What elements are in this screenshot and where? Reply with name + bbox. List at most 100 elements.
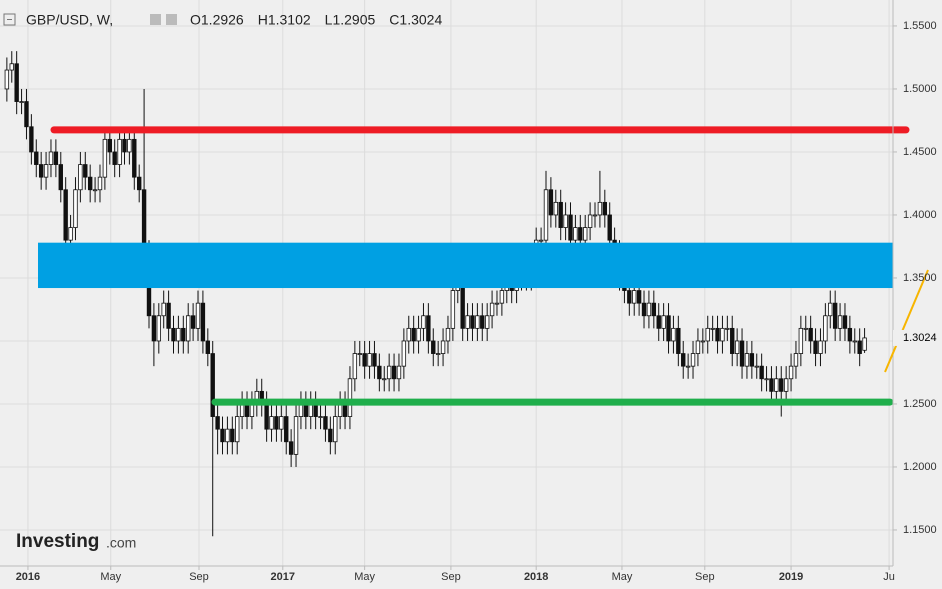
candle-body xyxy=(161,302,166,317)
ohlc-value: 1.3102 xyxy=(268,12,311,28)
candle-body xyxy=(391,365,397,380)
candle-body xyxy=(666,315,671,342)
candle-body xyxy=(274,416,279,430)
drawings xyxy=(38,126,910,406)
candle-body xyxy=(117,138,122,165)
candle-body xyxy=(279,416,284,430)
candle-body xyxy=(450,290,456,329)
candle-body xyxy=(676,327,681,354)
candle-body xyxy=(372,353,377,367)
candle-body xyxy=(421,315,426,329)
candle-body xyxy=(499,290,505,304)
collapse-icon[interactable] xyxy=(3,13,16,26)
x-tick-label: Sep xyxy=(189,571,209,583)
candle-body xyxy=(298,403,304,417)
candle-body xyxy=(823,315,828,342)
candle-body xyxy=(734,340,740,354)
y-tick-label: 1.4000 xyxy=(903,209,937,221)
candle-body xyxy=(284,416,289,443)
candle-body xyxy=(249,403,255,417)
candle-body xyxy=(9,63,14,71)
candle-body xyxy=(107,138,112,153)
candle-body xyxy=(749,353,755,367)
candle-body xyxy=(744,353,750,367)
candle-body xyxy=(210,353,215,417)
axes: 1.15001.20001.25001.30001.35001.40001.45… xyxy=(16,20,941,583)
candle-body xyxy=(136,176,142,191)
candle-body xyxy=(323,416,328,430)
candle-body xyxy=(484,315,490,329)
candle-body xyxy=(48,151,54,165)
candle-body xyxy=(578,227,583,241)
ohlc-key: L xyxy=(325,12,333,28)
candle-body xyxy=(480,315,485,329)
last-price-label: 1.3024 xyxy=(903,332,937,344)
eye-icon[interactable] xyxy=(150,14,161,25)
candle-body xyxy=(122,138,127,153)
x-tick-label: May xyxy=(612,571,633,583)
x-tick-label: 2018 xyxy=(524,571,548,583)
y-tick-label: 1.1500 xyxy=(903,524,937,536)
candle-body xyxy=(215,416,220,430)
candle-body xyxy=(362,353,367,367)
candle-body xyxy=(416,327,421,342)
candle-body xyxy=(382,378,387,381)
candle-body xyxy=(19,101,24,103)
candle-body xyxy=(842,315,848,329)
candle-body xyxy=(58,164,63,191)
settings-icon[interactable] xyxy=(166,14,177,25)
candle-body xyxy=(68,227,73,241)
candle-body xyxy=(445,327,451,342)
candle-body xyxy=(186,315,191,342)
x-tick-label: Ju xyxy=(883,571,895,583)
x-tick-label: Sep xyxy=(441,571,461,583)
ohlc-key: C xyxy=(389,12,399,28)
candle-body xyxy=(377,365,382,380)
candle-body xyxy=(685,365,691,368)
candle-body xyxy=(181,327,186,342)
candle-body xyxy=(583,227,588,241)
logo-suffix: .com xyxy=(106,535,136,551)
candle-body xyxy=(690,353,696,367)
candle-body xyxy=(431,340,436,354)
candle-body xyxy=(14,63,19,102)
candle-body xyxy=(494,302,500,305)
candle-body xyxy=(725,327,730,330)
candle-body xyxy=(352,353,358,380)
y-tick-label: 1.2500 xyxy=(903,398,937,410)
candle-body xyxy=(847,327,853,342)
candle-body xyxy=(132,138,137,178)
candle-body xyxy=(367,353,372,367)
candle-body xyxy=(754,365,759,368)
candle-body xyxy=(244,403,250,417)
candle-body xyxy=(548,189,554,216)
candle-body xyxy=(333,416,338,443)
candle-body xyxy=(759,365,764,380)
candle-body xyxy=(592,214,598,217)
candle-body xyxy=(342,403,348,417)
candle-body xyxy=(53,151,59,165)
candle-body xyxy=(411,327,416,342)
y-tick-label: 1.5500 xyxy=(903,20,937,32)
candle-body xyxy=(337,403,343,417)
candle-body xyxy=(29,126,34,153)
candle-body xyxy=(656,315,661,329)
candle-body xyxy=(862,337,867,351)
candle-body xyxy=(357,353,362,355)
x-tick-label: 2017 xyxy=(271,571,295,583)
candle-body xyxy=(235,416,240,443)
candle-body xyxy=(852,340,857,343)
last-price-box xyxy=(893,329,941,346)
candle-body xyxy=(78,164,83,191)
candle-body xyxy=(798,327,804,354)
candle-body xyxy=(720,327,725,342)
candle-body xyxy=(832,302,838,329)
candle-body xyxy=(43,164,49,178)
candle-body xyxy=(705,327,710,342)
candle-body xyxy=(573,227,578,241)
candle-body xyxy=(166,302,171,329)
candle-body xyxy=(587,214,593,228)
y-tick-label: 1.5000 xyxy=(903,83,937,95)
candle-body xyxy=(818,340,823,354)
